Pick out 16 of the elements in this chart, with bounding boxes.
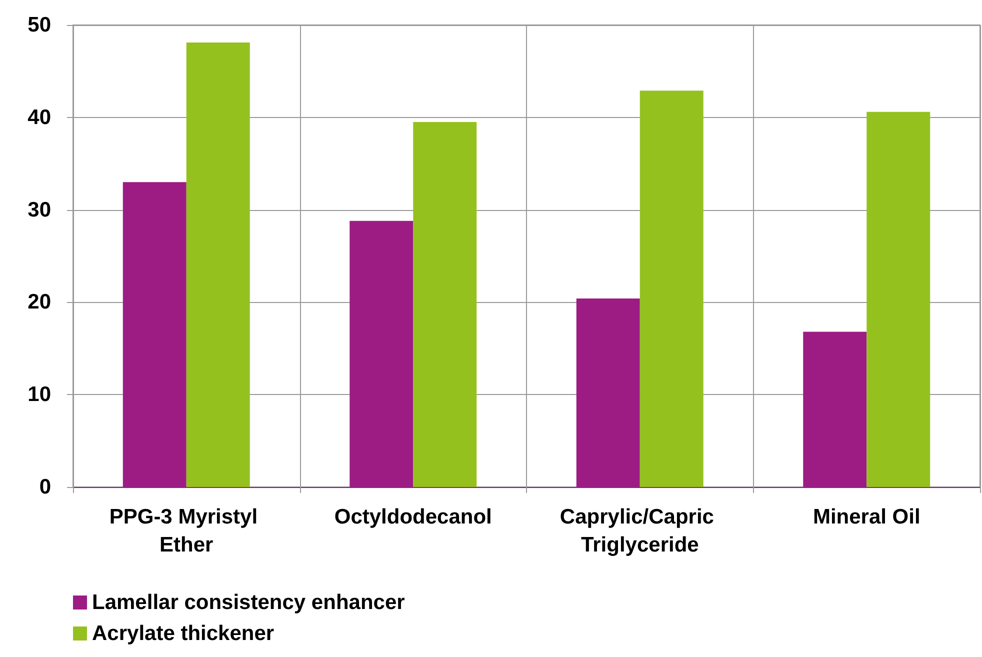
bar bbox=[866, 112, 930, 487]
x-tick-label: Octyldodecanol bbox=[334, 506, 492, 528]
x-tick-label: Caprylic/Capric Triglyceride bbox=[560, 506, 720, 556]
y-tick-label: 0 bbox=[39, 476, 51, 498]
legend-label: Acrylate thickener bbox=[92, 622, 274, 645]
x-tick-label: Mineral Oil bbox=[812, 506, 920, 528]
bar bbox=[186, 42, 250, 487]
x-tick-label: PPG-3 Myristyl Ether bbox=[109, 506, 264, 556]
bar bbox=[640, 90, 704, 487]
y-tick-label: 30 bbox=[28, 198, 51, 222]
y-tick-label: 50 bbox=[28, 14, 51, 36]
y-tick-label: 40 bbox=[28, 106, 51, 129]
y-tick-label: 10 bbox=[28, 383, 51, 406]
bar bbox=[413, 122, 477, 487]
legend-label: Lamellar consistency enhancer bbox=[92, 591, 405, 614]
y-tick-label: 20 bbox=[28, 290, 51, 314]
